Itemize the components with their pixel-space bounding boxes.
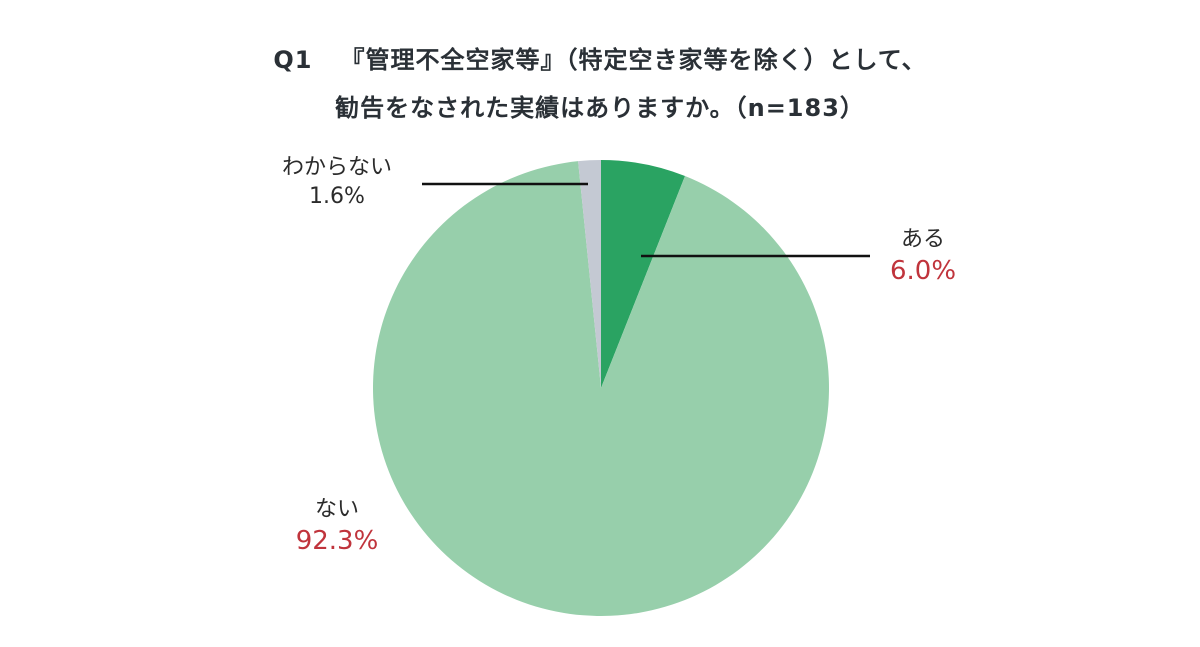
question-number: Q1 [273, 46, 313, 74]
label-nai-name: ない [314, 497, 359, 522]
chart-title-line-1: Q1 『管理不全空家等』（特定空き家等を除く）として、 [0, 40, 1200, 75]
label-aru-name: ある [900, 227, 945, 252]
chart-title-line-2: 勧告をなされた実績はありますか。（n=183） [0, 88, 1200, 123]
label-aru-pct: 6.0% [889, 255, 957, 286]
slice-wakaranai [578, 160, 601, 388]
slice-aru [601, 160, 686, 388]
label-wakaranai-name: わからない [282, 155, 393, 180]
title-text-2: 勧告をなされた実績はありますか。（n=183） [335, 94, 865, 122]
slice-nai [373, 161, 829, 616]
label-wakaranai-pct: 1.6% [309, 183, 365, 209]
label-nai: ない 92.3% [282, 496, 392, 558]
label-aru: ある 6.0% [878, 226, 968, 288]
label-wakaranai: わからない 1.6% [282, 154, 392, 211]
label-nai-pct: 92.3% [295, 525, 379, 556]
title-text-1: 『管理不全空家等』（特定空き家等を除く）として、 [340, 46, 927, 74]
